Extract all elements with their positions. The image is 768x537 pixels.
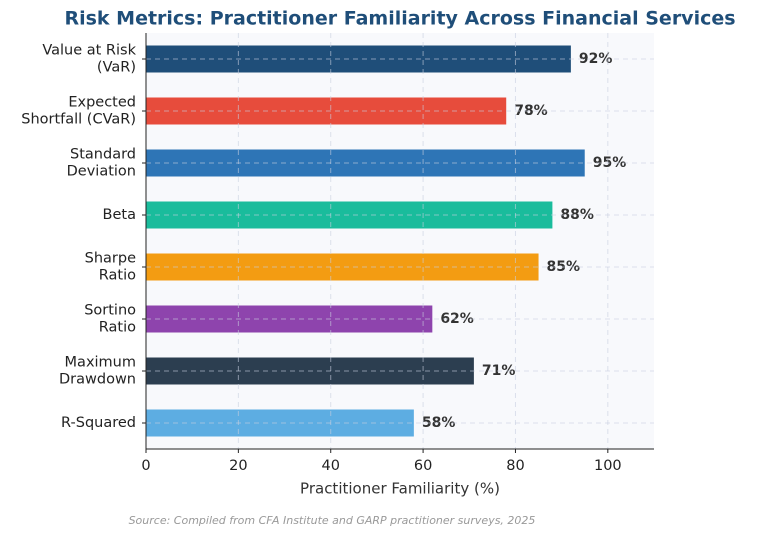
value-label: 62%: [440, 311, 474, 327]
y-tick-label: Maximum Drawdown: [59, 355, 136, 388]
y-tick-label: Beta: [103, 207, 136, 223]
x-axis-label: Practitioner Familiarity (%): [300, 480, 500, 498]
y-tick-label: Sharpe Ratio: [85, 251, 136, 284]
plot-area: [146, 33, 654, 449]
x-tick-label: 100: [594, 458, 622, 474]
bar: [146, 409, 414, 437]
x-tick-label: 20: [229, 458, 247, 474]
y-tick-label: Expected Shortfall (CVaR): [21, 95, 136, 128]
plot: Value at Risk (VaR) 92% Expected Shortfall (…: [21, 33, 654, 474]
y-tick-label: Standard Deviation: [67, 147, 136, 180]
x-tick-label: 80: [506, 458, 524, 474]
x-tick-label: 60: [414, 458, 432, 474]
x-tick-label: 40: [322, 458, 340, 474]
y-tick-label: Value at Risk (VaR): [42, 43, 136, 76]
value-label: 92%: [579, 51, 613, 67]
value-label: 88%: [560, 207, 594, 223]
y-tick-label: R-Squared: [61, 415, 136, 431]
chart-title: Risk Metrics: Practitioner Familiarity A…: [64, 8, 735, 30]
y-tick-label: Sortino Ratio: [84, 303, 136, 336]
value-label: 78%: [514, 103, 548, 119]
source-note: Source: Compiled from CFA Institute and …: [129, 514, 536, 527]
x-tick-label: 0: [141, 458, 150, 474]
